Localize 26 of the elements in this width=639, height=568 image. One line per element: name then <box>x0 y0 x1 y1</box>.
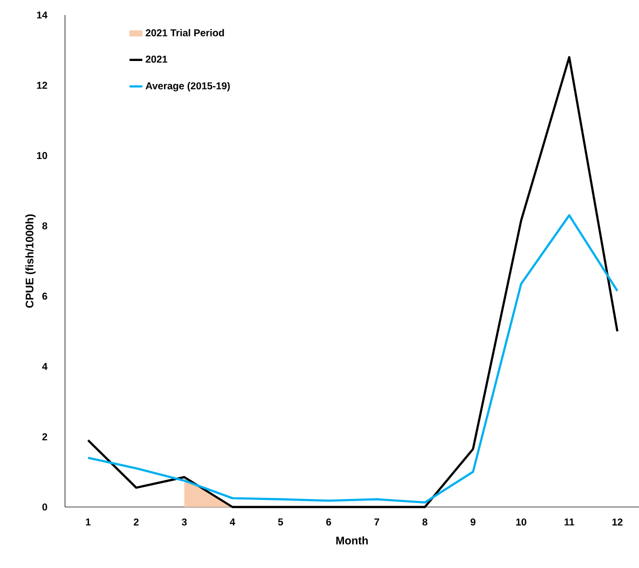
x-tick-label: 5 <box>278 518 284 526</box>
x-tick-label: 6 <box>326 518 332 526</box>
line-series <box>87 214 618 504</box>
y-tick-label: 6 <box>42 292 48 300</box>
y-tick-label: 10 <box>37 152 48 160</box>
x-tick-label: 4 <box>230 518 236 526</box>
y-tick-label: 2 <box>42 433 48 440</box>
y-tick-label: 14 <box>37 12 48 18</box>
legend-label: Average (2015-19) <box>146 82 230 92</box>
x-tick-label: 8 <box>422 518 428 526</box>
legend-label: 2021 Trial Period <box>146 29 224 36</box>
x-tick-label: 2 <box>134 518 139 526</box>
x-tick-label: 1 <box>86 518 91 526</box>
x-axis-title: Month <box>336 536 368 544</box>
y-axis-title: CPUE (fish/1000h) <box>25 214 36 308</box>
x-tick-label: 9 <box>470 518 476 526</box>
x-tick-label: 11 <box>564 518 574 526</box>
x-tick-label: 10 <box>516 518 526 526</box>
x-tick-label: 7 <box>374 518 380 526</box>
x-tick-label: 12 <box>612 518 622 526</box>
legend-label: 2021 <box>146 56 168 63</box>
x-tick-label: 3 <box>182 518 187 526</box>
y-tick-label: 12 <box>37 82 48 89</box>
y-tick-label: 8 <box>42 222 48 230</box>
y-tick-label: 4 <box>42 362 48 370</box>
y-tick-label: 0 <box>42 503 48 511</box>
